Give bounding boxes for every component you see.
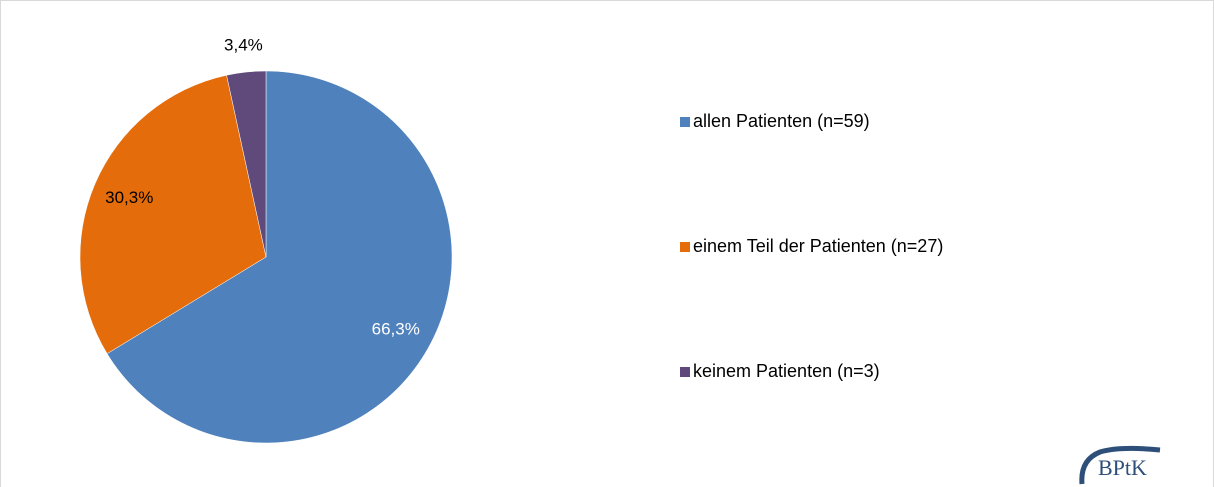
data-label: 3,4% (224, 36, 263, 55)
data-label: 30,3% (105, 188, 153, 207)
logo-arc (1079, 445, 1161, 485)
legend-swatch (680, 117, 690, 127)
pie-slice (226, 70, 267, 258)
legend-swatch (680, 367, 690, 377)
pie-slice (106, 70, 453, 444)
pie-slice (79, 74, 267, 355)
logo: BPtK (1079, 445, 1161, 485)
logo-text: BPtK (1098, 455, 1147, 480)
data-label: 66,3% (372, 319, 420, 338)
legend-swatch (680, 242, 690, 252)
legend-label: allen Patienten (n=59) (693, 111, 870, 131)
legend-label: einem Teil der Patienten (n=27) (693, 236, 943, 256)
legend-label: keinem Patienten (n=3) (693, 361, 880, 381)
